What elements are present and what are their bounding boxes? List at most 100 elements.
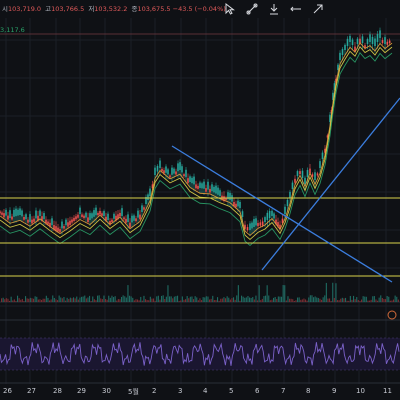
volume-bar — [146, 300, 148, 302]
volume-bar — [268, 295, 270, 302]
volume-bar — [65, 300, 67, 302]
volume-bar — [351, 299, 353, 302]
volume-bar — [321, 299, 323, 302]
candle-body — [43, 213, 45, 220]
volume-bar — [34, 296, 36, 302]
candle-body — [57, 227, 59, 232]
volume-bar — [383, 298, 385, 302]
candle-body — [251, 222, 253, 229]
volume-bar — [210, 298, 212, 302]
candle-body — [201, 183, 203, 189]
candle-body — [227, 192, 229, 200]
candle-body — [255, 218, 257, 226]
open-value: 103,719.0 — [7, 5, 42, 13]
candle-body — [349, 35, 351, 42]
candle-body — [137, 210, 139, 218]
volume-bar — [66, 297, 68, 302]
volume-bar — [345, 297, 347, 302]
volume-bar — [153, 298, 155, 302]
candle-body — [111, 219, 113, 222]
volume-bar — [287, 296, 289, 302]
volume-bar — [218, 300, 220, 302]
candle-body — [139, 214, 141, 220]
candle-body — [271, 210, 273, 216]
volume-bar — [31, 298, 33, 302]
candle-body — [284, 206, 286, 214]
volume-bar — [199, 298, 201, 302]
candle-body — [31, 219, 33, 224]
drawing-toolbar — [222, 0, 400, 18]
volume-bar — [359, 300, 361, 302]
volume-bar — [29, 297, 31, 302]
candle-body — [316, 173, 319, 176]
volume-bar — [172, 298, 174, 302]
volume-bar — [260, 300, 262, 302]
candle-body — [257, 223, 259, 227]
candle-body — [105, 216, 107, 221]
arrow-icon[interactable] — [310, 1, 326, 17]
candle-body — [264, 217, 266, 222]
candle-body — [81, 214, 83, 217]
candle-body — [239, 201, 241, 208]
volume-bar — [207, 296, 209, 302]
volume-bar — [183, 299, 185, 302]
volume-bar — [231, 298, 233, 302]
candle-body — [169, 175, 171, 178]
undo-icon[interactable] — [266, 1, 282, 17]
candle-body — [167, 169, 169, 175]
volume-bar — [124, 296, 126, 302]
cursor-icon[interactable] — [222, 1, 238, 17]
volume-bar — [125, 297, 127, 302]
volume-bar — [10, 296, 12, 302]
volume-bar — [189, 296, 191, 302]
measure-icon[interactable] — [244, 1, 260, 17]
volume-bar — [258, 285, 260, 302]
candle-body — [149, 188, 151, 196]
candle-body — [183, 174, 185, 177]
candle-body — [229, 192, 231, 200]
volume-bar — [87, 297, 89, 302]
volume-bar — [90, 300, 92, 302]
volume-bar — [349, 295, 351, 302]
candle-body — [189, 176, 191, 182]
volume-bar — [266, 285, 268, 302]
low-label: 저 — [88, 5, 95, 13]
candle-body — [344, 44, 346, 50]
candle-body — [279, 224, 281, 229]
candle-body — [356, 38, 359, 44]
candle-body — [333, 83, 336, 90]
volume-bar — [303, 298, 305, 302]
volume-bar — [122, 295, 124, 302]
candle-body — [23, 216, 25, 220]
volume-bar — [69, 297, 71, 302]
volume-bar — [255, 295, 257, 302]
candle-body — [299, 171, 301, 175]
candle-body — [121, 208, 123, 216]
volume-bar — [140, 296, 142, 302]
volume-bar — [247, 296, 249, 302]
volume-bar — [221, 298, 223, 302]
volume-bar — [353, 295, 355, 302]
candle-body — [159, 160, 161, 168]
candle-body — [75, 216, 77, 220]
volume-bar — [44, 298, 46, 302]
minus-icon[interactable] — [288, 1, 304, 17]
volume-bar — [167, 285, 169, 302]
candle-body — [7, 215, 9, 220]
candle-body — [29, 214, 31, 222]
volume-bar — [229, 299, 231, 302]
volume-bar — [28, 298, 30, 302]
volume-bar — [180, 300, 182, 302]
volume-bar — [4, 299, 6, 302]
candle-body — [21, 210, 23, 217]
volume-bar — [61, 298, 63, 302]
candle-body — [379, 30, 381, 38]
candle-body — [207, 181, 209, 190]
candle-body — [99, 210, 101, 215]
volume-bar — [361, 299, 363, 302]
volume-bar — [362, 296, 364, 302]
volume-bar — [386, 295, 388, 302]
volume-bar — [343, 298, 345, 302]
